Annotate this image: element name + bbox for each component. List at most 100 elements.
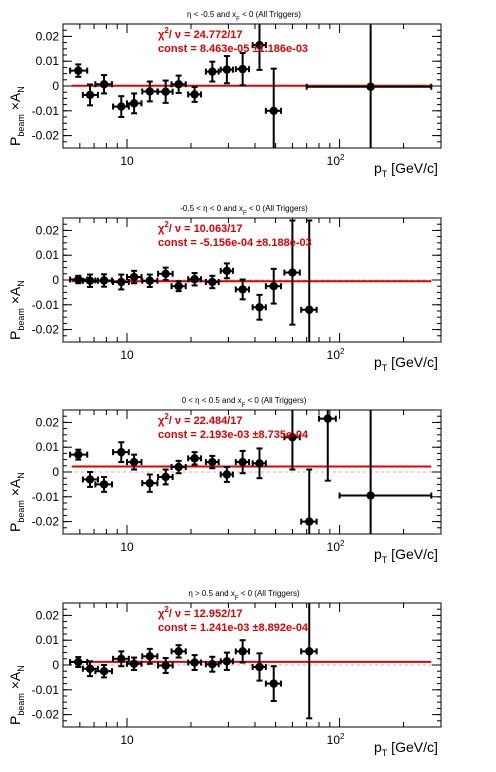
y-tick-label: 0.02 <box>36 608 60 622</box>
y-tick-label: 0.02 <box>36 415 60 429</box>
y-tick-label: -0.02 <box>32 323 60 337</box>
panel-title-main: 0 < η < 0.5 and x <box>182 396 242 405</box>
x-label-sub: T <box>382 169 388 179</box>
fit-chi-symbol: χ <box>158 608 165 620</box>
y-label-p: P <box>7 523 23 532</box>
data-point <box>157 468 174 486</box>
x-label-units: [GeV/c] <box>387 739 438 755</box>
data-marker <box>145 652 154 661</box>
data-marker <box>288 433 297 442</box>
data-point <box>338 410 433 534</box>
data-marker <box>99 80 109 89</box>
data-marker <box>222 266 232 276</box>
y-axis-label: Pbeam ×AN <box>7 665 26 725</box>
x-label-units: [GeV/c] <box>387 160 438 176</box>
y-axis-label: Pbeam ×AN <box>7 280 26 340</box>
y-tick-label: -0.02 <box>32 129 60 143</box>
y-tick-label: 0.01 <box>36 248 60 262</box>
fit-const-text: const = 2.193e-03 ±8.735e-04 <box>158 429 309 441</box>
data-marker <box>238 64 247 74</box>
data-marker <box>174 282 183 291</box>
data-marker <box>129 659 139 668</box>
data-marker <box>145 276 154 285</box>
y-label-times: ×A <box>7 671 23 693</box>
data-marker <box>366 491 375 500</box>
y-label-p: P <box>7 716 23 725</box>
data-marker <box>366 82 375 91</box>
data-point <box>300 603 318 720</box>
x-axis-label: pT [GeV/c] <box>374 546 438 565</box>
panel-title-rest: < 0 (All Triggers) <box>240 10 301 19</box>
data-marker <box>74 275 83 284</box>
x-tick-label: 10 <box>120 540 134 554</box>
fit-chi-exponent: 2 <box>164 220 169 229</box>
data-point <box>170 74 187 94</box>
data-point <box>251 293 267 321</box>
fit-chi2-text: χ2/ ν = 10.063/17 <box>158 220 243 235</box>
data-marker <box>145 87 154 96</box>
data-marker <box>99 276 109 285</box>
y-tick-label: 0.02 <box>36 223 60 237</box>
data-point <box>141 80 159 103</box>
data-point <box>69 656 89 668</box>
data-point <box>219 262 234 280</box>
x-label-sub: T <box>382 748 388 758</box>
x-axis-label: pT [GeV/c] <box>374 739 438 758</box>
data-point <box>204 60 220 83</box>
data-point <box>141 273 159 288</box>
y-tick-label: -0.02 <box>32 708 60 722</box>
data-marker <box>85 664 95 673</box>
x-axis-label: pT [GeV/c] <box>374 160 438 179</box>
data-point <box>170 644 187 659</box>
data-point <box>112 95 130 118</box>
x-label-p: p <box>374 354 382 370</box>
data-point <box>81 660 99 678</box>
data-point <box>204 454 220 470</box>
data-point <box>94 664 113 679</box>
data-marker <box>305 305 314 314</box>
y-label-times: ×A <box>7 286 23 308</box>
data-point <box>300 468 318 534</box>
data-point <box>157 266 174 281</box>
data-point <box>264 665 282 702</box>
data-point <box>125 269 143 285</box>
y-label-sub1: beam <box>16 693 26 716</box>
y-axis-label: Pbeam ×AN <box>7 472 26 532</box>
panel-2: -0.5 < η < 0 and xF < 0 (All Triggers)-0… <box>7 204 442 373</box>
data-point <box>300 219 318 342</box>
fit-chi2-value: / ν = 10.063/17 <box>169 223 243 235</box>
data-point <box>219 466 234 483</box>
panel-title: -0.5 < η < 0 and xF < 0 (All Triggers) <box>180 204 308 217</box>
data-point <box>234 449 251 475</box>
data-marker <box>85 276 95 285</box>
y-tick-label: -0.02 <box>32 515 60 529</box>
data-marker <box>269 282 278 291</box>
data-point <box>219 651 234 671</box>
fit-const-text: const = -5.156e-04 ±8.188e-03 <box>158 237 312 249</box>
data-point <box>187 272 203 287</box>
data-marker <box>161 269 170 278</box>
data-point <box>157 657 174 674</box>
data-point <box>251 447 267 480</box>
data-marker <box>117 277 126 287</box>
panel-title-sub: F <box>243 211 247 217</box>
data-marker <box>161 472 170 482</box>
panel-title: η < -0.5 and xF < 0 (All Triggers) <box>187 10 301 23</box>
data-marker <box>74 657 83 667</box>
data-marker <box>269 679 278 688</box>
x-tick-base: 10 <box>327 348 341 362</box>
panel-title-main: η < -0.5 and x <box>187 10 236 19</box>
data-marker <box>161 87 170 96</box>
y-label-sub1: beam <box>16 308 26 331</box>
data-marker <box>305 517 314 526</box>
panel-title-main: -0.5 < η < 0 and x <box>180 204 243 213</box>
fit-chi-exponent: 2 <box>164 605 169 614</box>
fit-chi2-value: / ν = 24.772/17 <box>169 29 243 41</box>
y-tick-label: 0 <box>52 465 59 479</box>
data-marker <box>145 478 154 488</box>
data-point <box>219 54 234 85</box>
data-marker <box>99 480 109 489</box>
data-marker <box>117 654 126 663</box>
x-label-sub: T <box>382 555 388 565</box>
